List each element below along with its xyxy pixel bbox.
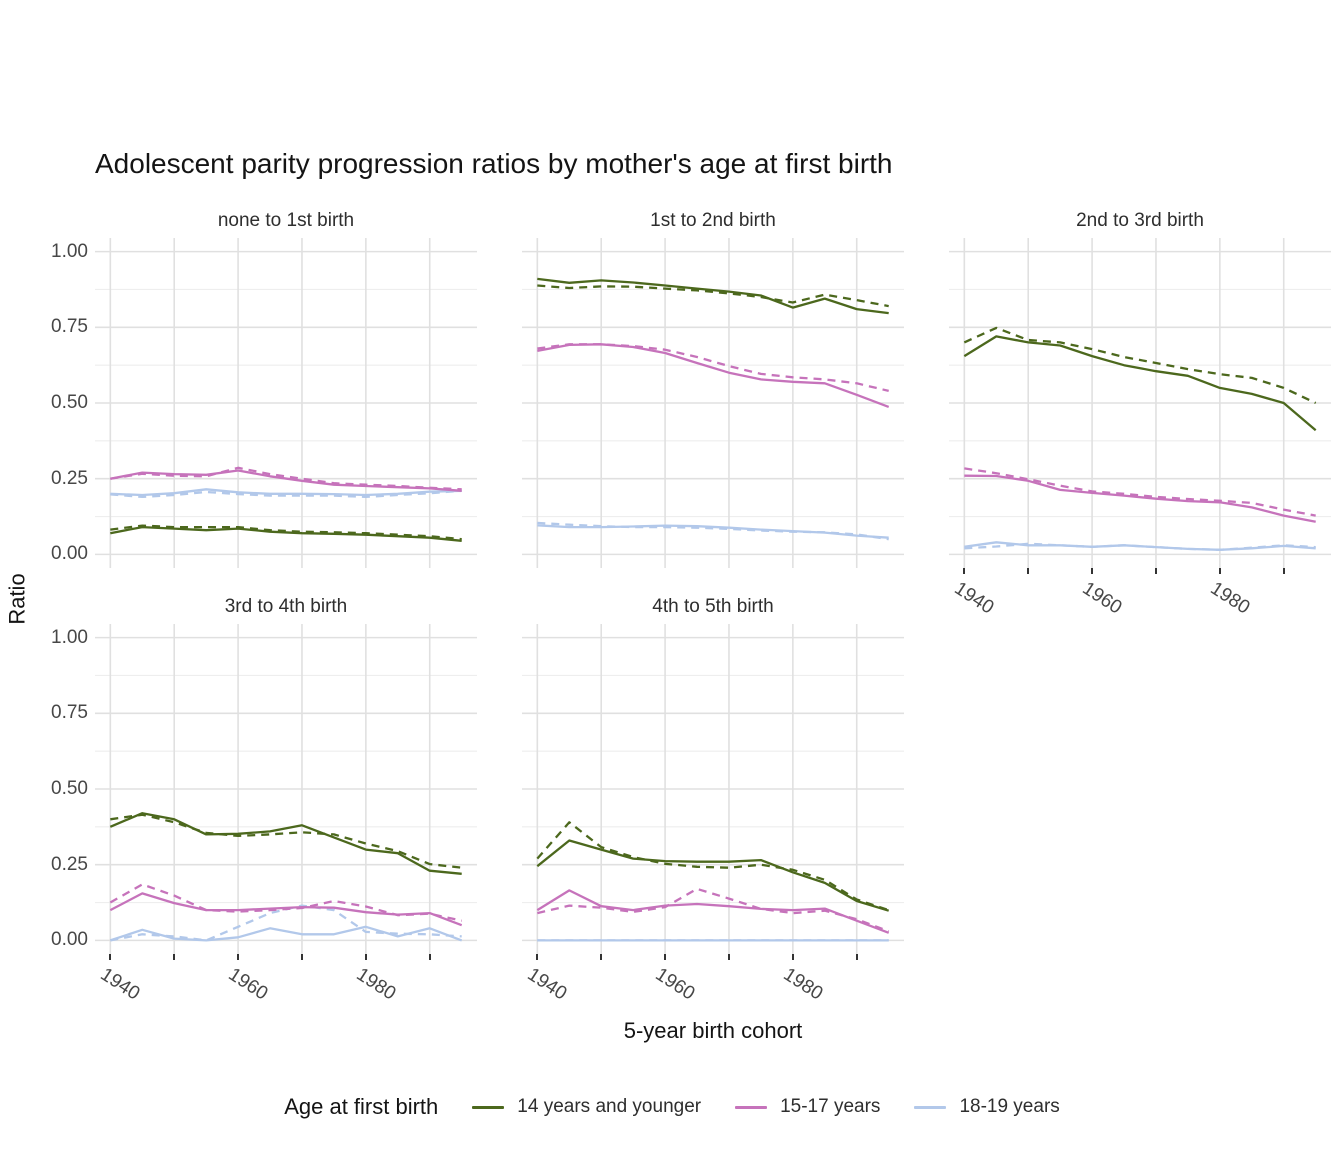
x-axis-tick (173, 954, 176, 960)
facet-strip-label: 4th to 5th birth (652, 596, 774, 617)
legend-entry-label: 14 years and younger (517, 1096, 702, 1117)
facet-strip-label: 1st to 2nd birth (650, 210, 776, 231)
x-axis-tick (301, 954, 303, 960)
x-axis-title: 5-year birth cohort (623, 1018, 803, 1043)
x-axis-tick (536, 954, 539, 960)
series-line-15-17-years-solid (964, 474, 1316, 523)
facet-panel (522, 238, 904, 568)
x-axis-tick (1027, 568, 1030, 574)
series-line-15-17-years-solid (110, 469, 462, 492)
facet-strip-label: 2nd to 3rd birth (1076, 210, 1204, 231)
series-line-14-years-and-younger-solid (537, 277, 889, 315)
facet-strip-label: none to 1st birth (217, 210, 355, 231)
y-tick-label: 0.00 (51, 929, 88, 951)
x-axis-tick (428, 954, 431, 960)
chart-title: Adolescent parity progression ratios by … (95, 148, 893, 179)
y-tick-label: 1.00 (51, 626, 88, 648)
legend-title: Age at first birth (284, 1094, 439, 1119)
legend-entry-label: 15-17 years (780, 1096, 881, 1117)
legend-entry-14-and-younger: 14 years and younger (472, 1096, 701, 1118)
series-line-18-19-years-solid (964, 541, 1316, 551)
x-axis-tick (600, 954, 603, 960)
legend-key-line-icon (735, 1105, 768, 1109)
y-tick-label: 0.50 (51, 392, 88, 413)
facet-panel (522, 624, 904, 954)
facet-3rd-to-4th-birth: 3rd to 4th birth 1940 1960 1980 (95, 592, 477, 1018)
series-line-14-years-and-younger-dashed (536, 821, 890, 912)
series-line-15-17-years-dashed (537, 887, 890, 933)
legend-entry-18-19: 18-19 years (914, 1096, 1060, 1118)
x-axis-tick (664, 954, 667, 960)
series-line-18-19-years-dashed (537, 521, 889, 541)
x-axis-tick (364, 954, 367, 960)
x-axis-tick (1282, 568, 1285, 574)
series-line-14-years-and-younger-dashed (963, 326, 1317, 405)
x-axis-tick (963, 568, 966, 574)
legend: Age at first birth 14 years and younger … (54, 1094, 1290, 1120)
y-tick-label: 0.75 (51, 316, 88, 338)
facet-panel (949, 238, 1331, 568)
legend-entry-15-17: 15-17 years (735, 1096, 880, 1118)
x-tick-label: 1960 (1078, 578, 1126, 619)
facet-1st-to-2nd-birth: 1st to 2nd birth (522, 206, 904, 632)
y-axis-title: Ratio (4, 573, 30, 625)
series-line-14-years-and-younger-solid (536, 839, 890, 912)
x-axis-tick (728, 954, 730, 960)
facet-x-axis: 1940 1960 1980 (95, 954, 477, 1018)
y-tick-label: 1.00 (51, 240, 88, 262)
series-line-18-19-years-solid (109, 925, 463, 942)
x-tick-label: 1980 (352, 964, 400, 1005)
x-axis-tick (1218, 568, 1221, 574)
series-line-18-19-years-dashed (110, 489, 462, 499)
x-axis-tick (1091, 568, 1094, 574)
series-line-14-years-and-younger-dashed (110, 813, 462, 869)
series-line-14-years-and-younger-solid (963, 335, 1317, 432)
legend-key-line-icon (914, 1105, 947, 1109)
x-axis-tick (791, 954, 794, 960)
facet-2nd-to-3rd-birth: 2nd to 3rd birth 1940 1960 1980 (949, 206, 1331, 632)
y-tick-label: 0.00 (51, 543, 88, 565)
facet-none-to-1st-birth: none to 1st birth (95, 206, 477, 632)
x-axis-tick (237, 954, 240, 960)
x-tick-label: 1980 (779, 964, 827, 1005)
y-axis-labels-row2: 1.00 0.75 0.50 0.25 0.00 (26, 624, 88, 954)
y-tick-label: 0.50 (51, 778, 88, 799)
series-line-14-years-and-younger-solid (110, 525, 462, 542)
facet-panel (95, 238, 477, 568)
x-axis-tick (855, 954, 858, 960)
x-axis-tick (109, 954, 112, 960)
x-tick-label: 1960 (224, 964, 272, 1005)
facet-x-axis: 1940 1960 1980 (522, 954, 904, 1018)
legend-entry-label: 18-19 years (959, 1096, 1060, 1117)
y-tick-label: 0.25 (51, 467, 88, 489)
y-tick-label: 0.75 (51, 702, 88, 724)
x-tick-label: 1940 (96, 964, 144, 1005)
x-tick-label: 1940 (950, 578, 998, 619)
legend-key-line-icon (472, 1105, 505, 1109)
series-line-15-17-years-dashed (964, 467, 1316, 517)
series-line-15-17-years-solid (536, 889, 890, 934)
x-axis-tick (1155, 568, 1157, 574)
series-line-15-17-years-solid (537, 343, 890, 408)
x-tick-label: 1960 (651, 964, 699, 1005)
x-tick-label: 1940 (523, 964, 571, 1005)
series-line-15-17-years-dashed (109, 883, 462, 922)
facet-panel (95, 624, 477, 954)
series-line-18-19-years-solid (110, 488, 462, 497)
facet-4th-to-5th-birth: 4th to 5th birth 1940 1960 1980 (522, 592, 904, 1018)
y-tick-label: 0.25 (51, 853, 88, 875)
series-line-14-years-and-younger-solid (109, 812, 462, 875)
series-line-15-17-years-solid (109, 892, 463, 927)
facet-x-axis: 1940 1960 1980 (949, 568, 1331, 632)
series-line-14-years-and-younger-dashed (537, 284, 889, 308)
y-axis-labels-row1: 1.00 0.75 0.50 0.25 0.00 (26, 238, 88, 568)
series-line-18-19-years-solid (537, 524, 889, 539)
x-tick-label: 1980 (1206, 578, 1254, 619)
facet-strip-label: 3rd to 4th birth (224, 596, 348, 617)
series-line-14-years-and-younger-dashed (110, 524, 462, 541)
